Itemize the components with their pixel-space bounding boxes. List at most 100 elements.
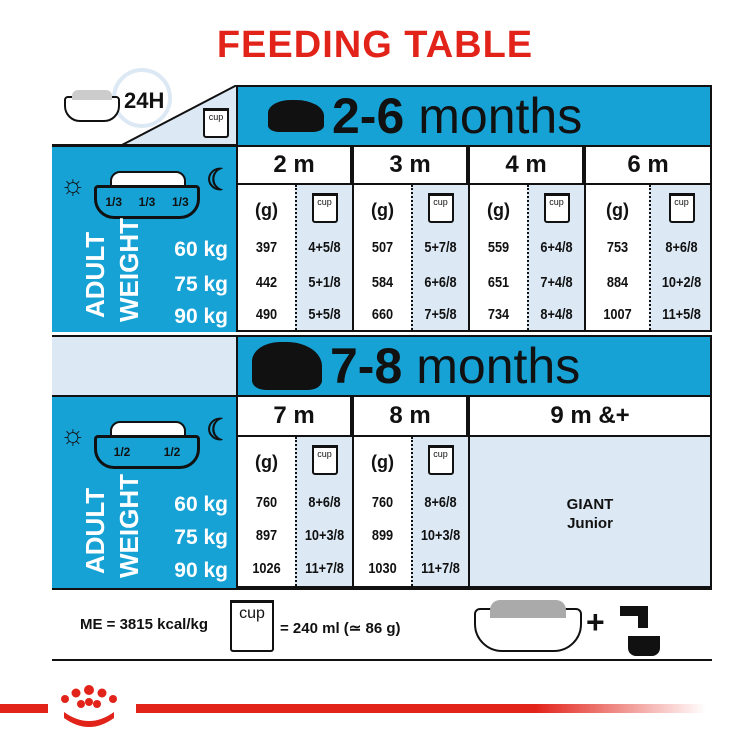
adult-weight-value: 60 kg [174,238,228,261]
period-label: 24H [124,88,165,113]
adult-weight-value: 90 kg [174,305,228,328]
grams-value: 559 [487,239,510,256]
cups-column: cup 5+7/8 6+6/8 7+5/8 [411,185,468,330]
weight-label: WEIGHT [114,474,144,578]
grams-value: 442 [255,274,278,291]
cups-value: 8+6/8 [424,494,457,511]
adult-weight-panel: ☼ ☾ 1/3 1/3 1/3 ADULT WEIGHT 60 kg 75 kg 90 kg [52,145,236,332]
month-data: (g) 507 584 660 cup 5+7/8 6+6/8 7+5/8 [352,185,468,332]
month-header: 4 m [468,145,584,185]
grams-column: (g) 760 899 1030 [354,437,411,586]
month-header: 7 m [236,395,352,437]
cups-value: 7+5/8 [424,306,457,323]
cup-label: cup [208,112,224,122]
month-header: 2 m [236,145,352,185]
grams-value: 1007 [603,306,632,323]
month-data: (g) 760 897 1026 cup 8+6/8 10+3/8 11+7/8 [236,437,352,588]
cup-icon: cup [668,193,695,223]
meal-fraction: 1/3 [138,195,156,209]
moon-icon: ☾ [206,164,233,197]
product-recommendation: GIANT Junior [468,437,712,588]
cups-value: 10+3/8 [420,527,461,544]
grams-value: 760 [255,494,278,511]
grams-column: (g) 507 584 660 [354,185,411,330]
cups-value: 5+7/8 [424,239,457,256]
cup-icon: cup [203,108,229,138]
cups-value: 7+4/8 [540,274,573,291]
grams-header: (g) [606,200,629,220]
page-title: FEEDING TABLE [216,24,534,66]
band-spacer [52,335,236,395]
meal-split-bowl-icon: 1/2 1/2 [94,435,200,469]
kibble-icon [110,171,186,187]
cups-value: 6+6/8 [424,274,457,291]
cups-value: 8+6/8 [665,239,698,256]
grams-header: (g) [371,452,394,472]
kibble-icon [490,600,566,618]
grams-value: 1030 [368,560,397,577]
meal-split-bowl-icon: 1/3 1/3 1/3 [94,185,200,219]
adult-weight-value: 60 kg [174,493,228,516]
cup-label: cup [433,449,448,459]
cup-icon: cup [311,445,338,475]
table-border [710,145,712,332]
grams-header: (g) [487,200,510,220]
cup-equivalence: = 240 ml (≃ 86 g) [280,620,401,637]
grams-value: 753 [606,239,629,256]
adult-weight-value: 75 kg [174,273,228,296]
cups-column: cup 6+4/8 7+4/8 8+4/8 [527,185,584,330]
grams-column: (g) 397 442 490 [238,185,295,330]
age-range: 7-8 [330,338,403,394]
meal-fraction: 1/2 [163,445,181,459]
grams-value: 584 [371,274,394,291]
sun-icon: ☼ [60,419,86,450]
meal-fraction: 1/3 [105,195,122,209]
cups-value: 8+6/8 [308,494,341,511]
grams-column: (g) 760 897 1026 [238,437,295,586]
month-data: (g) 559 651 734 cup 6+4/8 7+4/8 8+4/8 [468,185,584,332]
cup-icon: cup [543,193,570,223]
cup-icon: cup [230,600,274,652]
grams-value: 734 [487,306,510,323]
grams-value: 899 [371,527,394,544]
cup-label: cup [317,449,332,459]
cups-value: 4+5/8 [308,239,341,256]
grams-value: 660 [371,306,394,323]
cup-label: cup [317,197,332,207]
month-header: 3 m [352,145,468,185]
moon-icon: ☾ [206,414,233,447]
product-line: Junior [567,515,613,532]
cup-label: cup [239,605,265,622]
cups-value: 6+4/8 [540,239,573,256]
cups-column: cup 4+5/8 5+1/8 5+5/8 [295,185,352,330]
month-data: (g) 397 442 490 cup 4+5/8 5+1/8 5+5/8 [236,185,352,332]
age-range-band: 2-6 months [236,85,712,145]
kibble-icon [72,90,112,100]
grams-header: (g) [255,200,278,220]
grams-value: 760 [371,494,394,511]
month-header: 6 m [584,145,712,185]
age-unit: months [418,88,583,144]
age-range-band: 7-8 months [236,335,712,395]
cups-column: cup 8+6/8 10+2/8 11+5/8 [649,185,712,330]
meal-fraction: 1/3 [171,195,189,209]
age-range: 2-6 [332,88,405,144]
sun-icon: ☼ [60,169,86,200]
grams-value: 897 [255,527,278,544]
kibble-icon [110,421,186,437]
cups-value: 8+4/8 [540,306,573,323]
adult-weight-value: 75 kg [174,526,228,549]
grams-header: (g) [371,200,394,220]
meal-fraction: 1/2 [113,445,131,459]
cups-value: 5+5/8 [308,306,341,323]
cups-value: 5+1/8 [308,274,341,291]
product-line: GIANT [566,496,614,513]
grams-column: (g) 753 884 1007 [586,185,649,330]
cups-value: 11+7/8 [305,560,344,577]
cup-label: cup [433,197,448,207]
grams-value: 884 [606,274,629,291]
age-unit: months [416,338,581,394]
dog-silhouette-icon [268,100,324,132]
cups-value: 11+7/8 [421,560,460,577]
grams-value: 490 [255,306,278,323]
